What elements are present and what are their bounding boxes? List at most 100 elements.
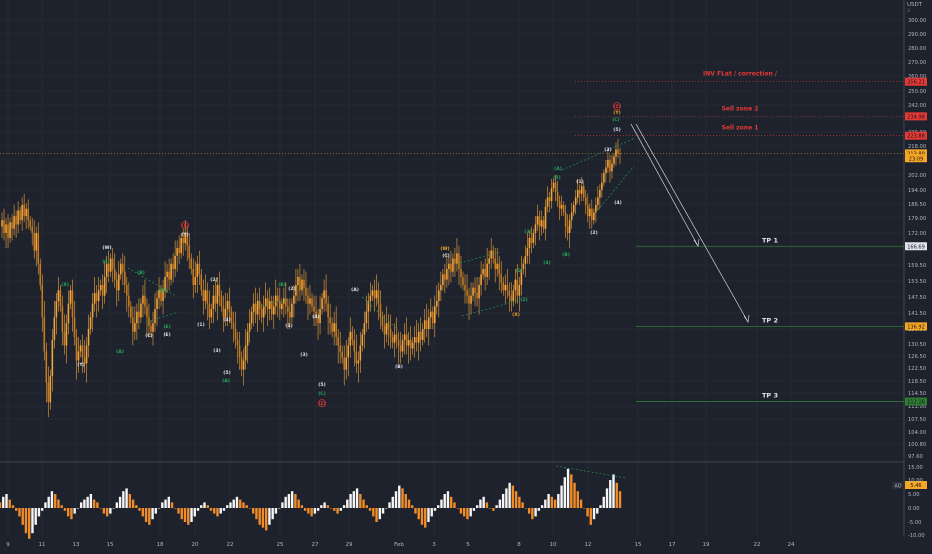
osc-bar-139	[450, 496, 453, 508]
candle-body-189	[379, 303, 382, 318]
osc-bar-166	[537, 508, 541, 511]
candle-body-227	[456, 253, 458, 264]
osc-bar-79	[255, 508, 258, 520]
osc-bar-158	[511, 485, 515, 508]
currency-label: USDT	[907, 2, 923, 8]
price-badge-6	[905, 322, 927, 331]
wave-label-12: (2)	[210, 277, 217, 283]
osc-bar-173	[560, 485, 563, 508]
channel-line-6	[561, 137, 636, 171]
wave-label-41: (4)	[614, 200, 621, 206]
candle-body-190	[381, 317, 384, 327]
candle-body-96	[192, 269, 195, 285]
candle-body-91	[182, 238, 184, 243]
y-tick-label-3: 270.00	[908, 60, 926, 66]
osc-bar-114	[368, 508, 372, 511]
candle-body-192	[385, 323, 388, 335]
candle-body-158	[317, 317, 319, 324]
candle-body-218	[438, 290, 440, 301]
candle-body-25	[49, 376, 52, 403]
y-tick-label-15: 172.00	[908, 231, 926, 237]
candle-body-109	[218, 285, 221, 296]
osc-bar-144	[466, 508, 469, 520]
candle-body-211	[423, 320, 426, 329]
candle-body-81	[162, 290, 164, 301]
osc-bar-169	[547, 494, 550, 508]
price-badge-5	[905, 242, 927, 251]
candle-body-275	[552, 182, 555, 189]
osc-bar-130	[420, 508, 424, 525]
wave-label-38: (1)	[576, 179, 583, 185]
osc-bar-132	[427, 508, 430, 522]
osc-bar-106	[342, 505, 346, 508]
candle-body-155	[311, 298, 313, 307]
candle-body-138	[276, 295, 279, 301]
osc-bar-30	[96, 502, 99, 508]
candle-body-179	[359, 345, 362, 361]
candle-body-66	[132, 317, 134, 332]
candle-body-150	[301, 279, 303, 291]
osc-bar-46	[148, 508, 151, 525]
candle-body-256	[514, 279, 517, 291]
candle-body-26	[51, 339, 54, 377]
osc-bar-23	[73, 508, 76, 514]
candle-body-305	[613, 156, 615, 164]
candle-body-132	[264, 298, 267, 307]
osc-bar-84	[271, 508, 274, 520]
y-tick-label-12: 194.00	[908, 188, 926, 194]
candle-body-199	[399, 345, 402, 352]
tp-label-0: TP 1	[762, 236, 778, 244]
osc-bar-52	[167, 496, 170, 508]
x-tick-label-0: 9	[6, 542, 10, 548]
candle-body-40	[79, 345, 82, 352]
tp-label-2: TP 3	[762, 392, 778, 400]
candle-body-288	[578, 190, 581, 194]
candle-body-33	[65, 323, 68, 346]
candle-body-164	[329, 317, 331, 324]
candle-body-90	[180, 238, 182, 254]
candle-body-84	[168, 271, 170, 280]
candle-body-73	[146, 306, 148, 318]
wave-label-14: (4)	[223, 317, 230, 323]
candle-body-253	[508, 290, 511, 296]
y-tick-label-30: 100.80	[908, 442, 926, 448]
osc-bar-170	[550, 496, 554, 508]
osc-bar-81	[261, 508, 265, 528]
osc-bar-174	[563, 477, 567, 508]
candle-body-242	[486, 263, 488, 277]
wave-label-4: (B)	[137, 270, 145, 276]
channel-line-1	[146, 311, 179, 323]
candle-body-290	[582, 186, 585, 198]
time-axis[interactable]: 9 11 13 15 18 20 22 25 27 29 Feb 3 5 8 10 12 15 17 19 22 24	[6, 542, 795, 548]
candle-body-271	[544, 206, 547, 229]
candle-body-116	[232, 323, 235, 329]
candle-body-60	[119, 263, 122, 275]
osc-bar-77	[248, 508, 252, 509]
candle-body-233	[468, 295, 470, 304]
candle-body-43	[85, 345, 88, 364]
candle-body-131	[262, 306, 265, 318]
wave-label-6: (A)	[116, 349, 124, 355]
candle-body-127	[254, 303, 257, 315]
osc-bar-167	[540, 505, 544, 508]
osc-bar-191	[618, 491, 622, 508]
y-tick-label-2: 280.00	[908, 46, 926, 52]
candle-body-175	[351, 331, 354, 340]
candle-body-32	[63, 331, 66, 346]
y-tick-label-28: 107.50	[908, 417, 926, 423]
candle-body-172	[345, 357, 348, 370]
osc-bar-123	[398, 485, 401, 508]
candle-body-292	[586, 204, 589, 217]
osc-bar-187	[605, 488, 609, 508]
price-axis[interactable]: 300.00 290.00 280.00 270.00 260.00 250.00 242.…	[905, 18, 927, 539]
osc-bar-72	[232, 499, 235, 508]
candle-body-304	[611, 163, 613, 172]
wave-label-7: (C)	[145, 333, 153, 339]
candle-body-78	[156, 298, 158, 309]
candle-body-174	[349, 331, 352, 346]
candle-body-4	[7, 224, 9, 238]
price-badge-label-7: 112.16	[907, 400, 925, 406]
osc-bar-68	[219, 508, 222, 514]
